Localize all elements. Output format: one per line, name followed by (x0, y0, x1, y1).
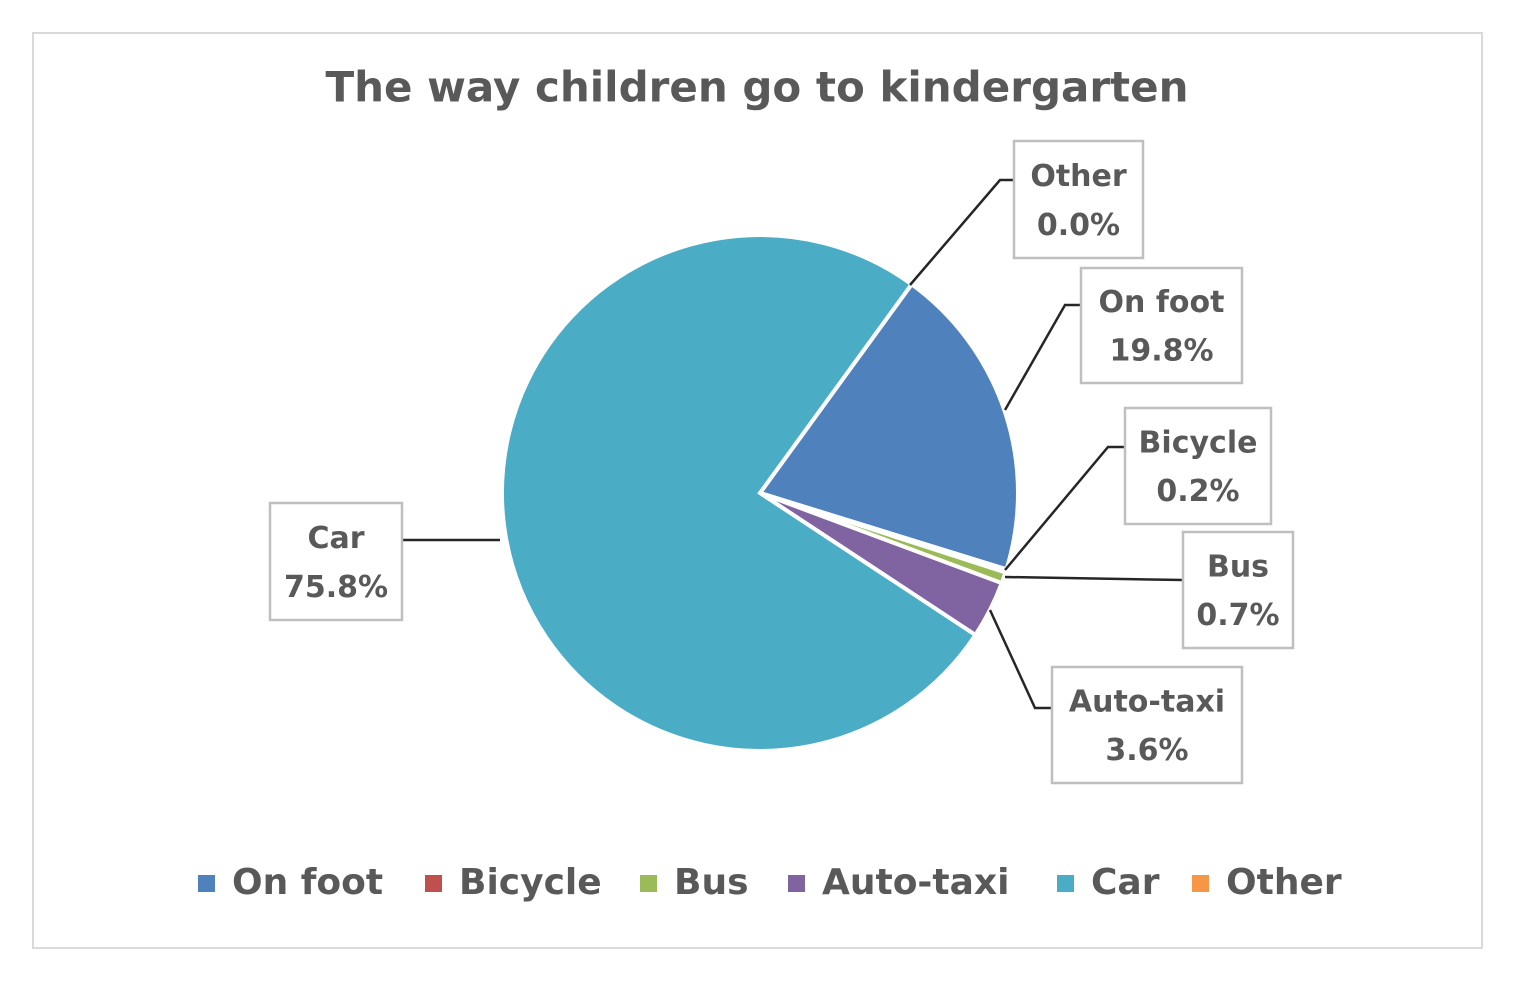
data-label-category: Other (1030, 159, 1127, 194)
data-label-value: 0.2% (1156, 474, 1239, 509)
data-label-category: Bicycle (1139, 425, 1258, 460)
legend-label: Auto-taxi (822, 862, 1009, 903)
label-box (1079, 266, 1244, 385)
legend-swatch (788, 875, 805, 892)
data-label-category: Bus (1207, 549, 1269, 584)
leader-line (909, 178, 1014, 286)
data-label-value: 0.0% (1037, 208, 1120, 243)
label-box (1123, 406, 1273, 526)
pie-slice (500, 233, 979, 753)
label-box (1012, 139, 1145, 260)
label-box (1050, 665, 1244, 785)
legend-swatch (198, 875, 215, 892)
leader-line (988, 609, 1052, 710)
data-label-value: 75.8% (284, 570, 388, 605)
leader-line (1003, 303, 1081, 411)
legend-swatch (1192, 875, 1209, 892)
legend-label: On foot (232, 862, 383, 903)
legend-swatch (1057, 875, 1074, 892)
legend-label: Bus (674, 862, 749, 903)
leader-line (1004, 575, 1184, 582)
data-label-category: Car (307, 521, 364, 556)
label-box (268, 501, 404, 622)
label-box (1181, 530, 1295, 650)
legend-label: Car (1091, 862, 1160, 903)
legend-swatch (640, 875, 657, 892)
data-label-value: 3.6% (1105, 733, 1188, 768)
chart-title: The way children go to kindergarten (325, 63, 1188, 112)
data-label-value: 19.8% (1109, 333, 1213, 368)
data-label-category: On foot (1099, 285, 1225, 320)
legend-label: Other (1226, 862, 1342, 903)
legend-label: Bicycle (459, 862, 602, 903)
pie-slice (756, 281, 1020, 572)
legend-swatch (425, 875, 442, 892)
data-label-value: 0.7% (1196, 598, 1279, 633)
leader-line (1004, 445, 1125, 571)
data-label-category: Auto-taxi (1069, 684, 1225, 719)
